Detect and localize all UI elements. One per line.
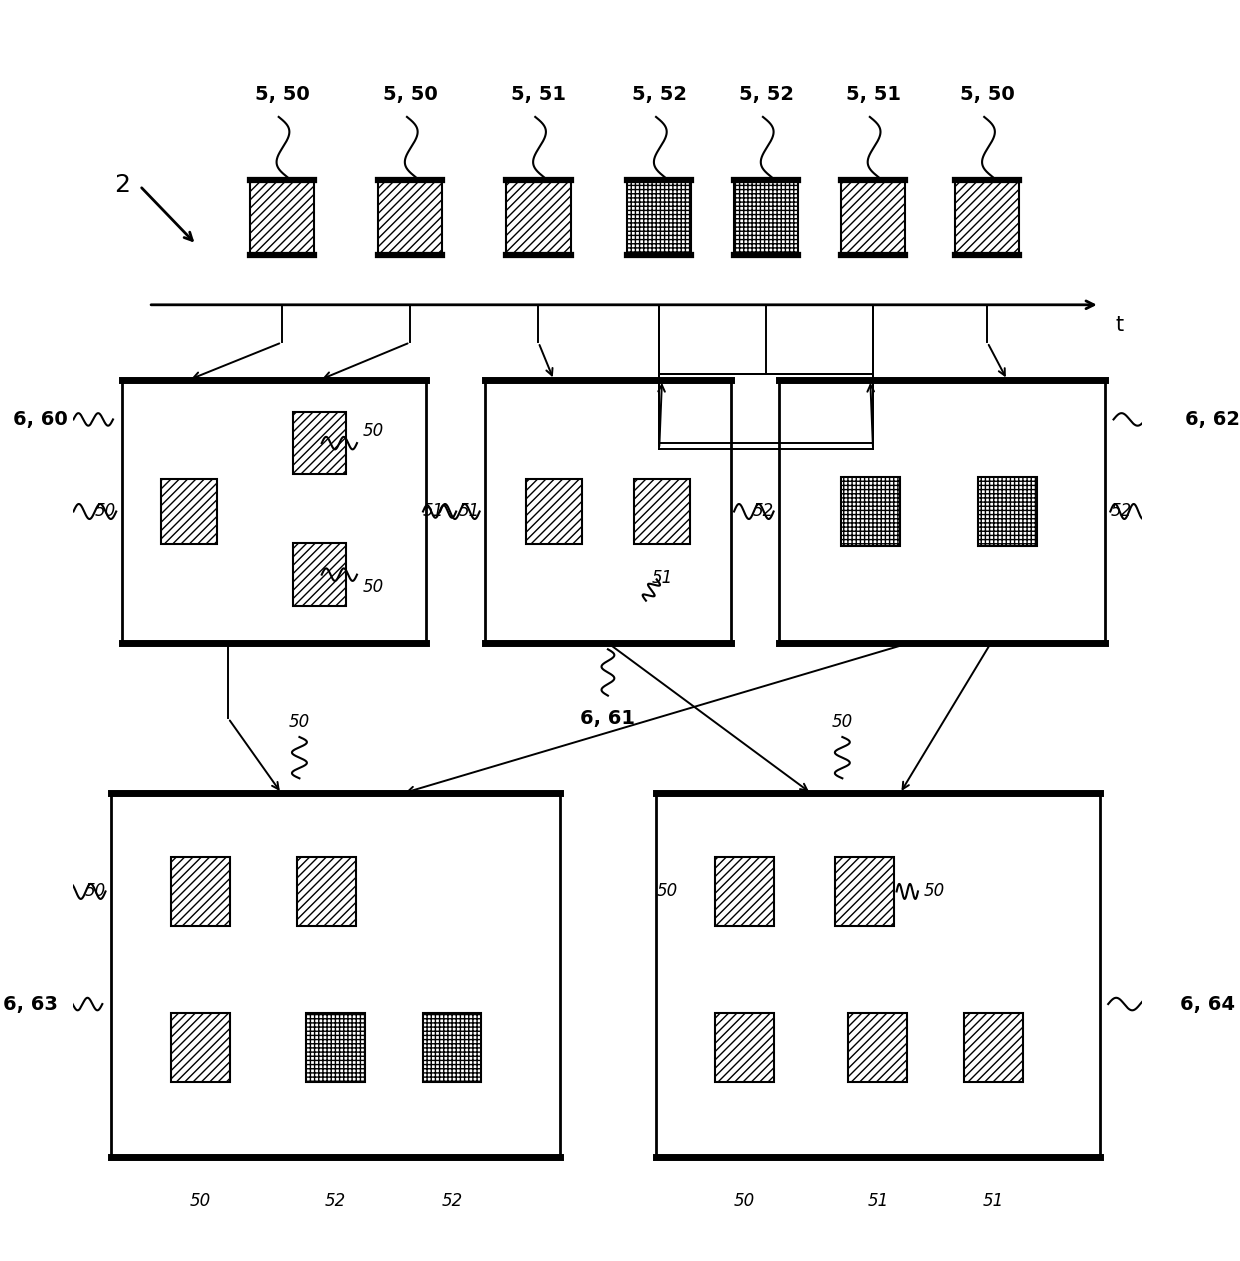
Text: 50: 50 [362,578,383,596]
Text: 52: 52 [325,1192,346,1209]
Bar [160,479,217,545]
Bar [423,1013,481,1082]
Bar [978,477,1037,546]
Text: 50: 50 [84,883,105,900]
Text: 6, 61: 6, 61 [580,709,635,728]
Text: 50: 50 [832,712,853,730]
Bar [485,380,730,643]
Bar [249,179,314,255]
Text: 51: 51 [982,1192,1004,1209]
Bar [715,1013,774,1082]
Text: 5, 51: 5, 51 [846,86,900,105]
Text: 5, 50: 5, 50 [960,86,1014,105]
Bar [110,793,559,1156]
Text: 50: 50 [924,883,945,900]
Text: 6, 64: 6, 64 [1179,995,1235,1014]
Text: 51: 51 [459,502,480,521]
Text: 51: 51 [423,502,444,521]
Text: 5, 50: 5, 50 [383,86,438,105]
Text: 50: 50 [734,1192,755,1209]
Bar [526,479,582,545]
Text: 50: 50 [95,502,117,521]
Text: 50: 50 [190,1192,211,1209]
Text: 5, 52: 5, 52 [739,86,794,105]
Text: 6, 60: 6, 60 [14,410,68,429]
Bar [171,857,231,926]
Bar [171,1013,231,1082]
Bar [841,179,905,255]
Bar [293,543,346,607]
Text: 52: 52 [753,502,774,521]
Bar [963,1013,1023,1082]
Text: 5, 52: 5, 52 [631,86,687,105]
Text: 2: 2 [114,173,130,197]
Text: 51: 51 [651,570,672,588]
Bar [841,477,900,546]
Bar [656,793,1100,1156]
Bar [378,179,443,255]
Bar [848,1013,908,1082]
Bar [306,1013,365,1082]
Text: 50: 50 [657,883,678,900]
Bar [627,179,692,255]
Text: t: t [1116,315,1123,335]
Bar [955,179,1019,255]
Text: 52: 52 [441,1192,463,1209]
Text: 50: 50 [362,421,383,440]
Bar [506,179,570,255]
Bar [634,479,691,545]
Text: 5, 51: 5, 51 [511,86,565,105]
Text: 6, 62: 6, 62 [1185,410,1240,429]
Text: 5, 50: 5, 50 [254,86,309,105]
Bar [293,412,346,474]
Bar [296,857,356,926]
Text: 52: 52 [1110,502,1132,521]
Bar [734,179,799,255]
Bar [835,857,894,926]
Text: 50: 50 [289,712,310,730]
Bar [779,380,1105,643]
Bar [122,380,427,643]
Text: 51: 51 [867,1192,888,1209]
Text: 6, 63: 6, 63 [2,995,57,1014]
Bar [715,857,774,926]
